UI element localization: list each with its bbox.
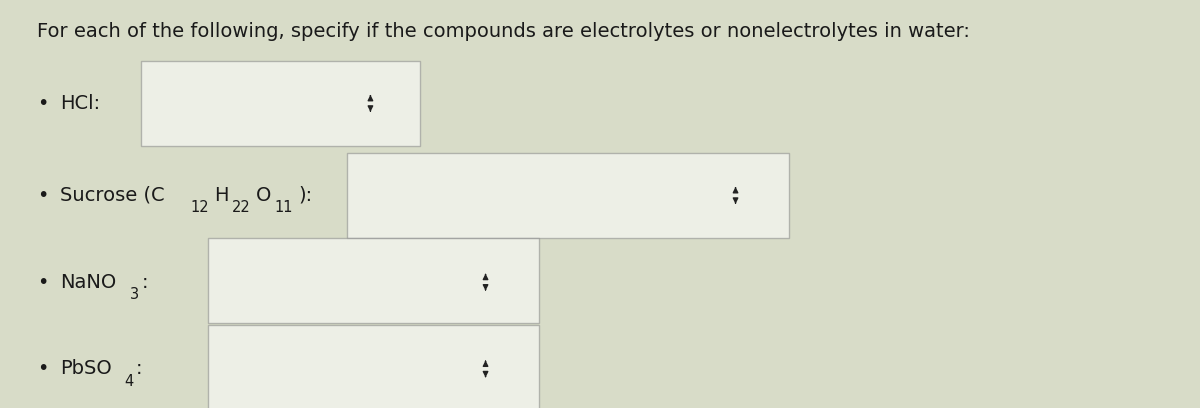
Text: Sucrose (C: Sucrose (C	[60, 186, 164, 205]
Text: HCl:: HCl:	[60, 94, 100, 113]
Bar	[142, 61, 420, 146]
Text: :: :	[137, 359, 143, 378]
Text: PbSO: PbSO	[60, 359, 112, 378]
Text: O: O	[256, 186, 271, 205]
Text: •: •	[37, 94, 48, 113]
Text: 12: 12	[191, 200, 210, 215]
Text: :: :	[142, 273, 149, 292]
Text: •: •	[37, 186, 48, 205]
Text: H: H	[214, 186, 228, 205]
Text: 4: 4	[125, 374, 134, 389]
Text: 22: 22	[233, 200, 251, 215]
Bar	[347, 153, 790, 238]
Text: •: •	[37, 273, 48, 292]
Text: NaNO: NaNO	[60, 273, 116, 292]
Text: For each of the following, specify if the compounds are electrolytes or nonelect: For each of the following, specify if th…	[37, 22, 970, 41]
Bar	[208, 325, 539, 408]
Text: 11: 11	[275, 200, 293, 215]
Text: •: •	[37, 359, 48, 378]
Text: ):: ):	[298, 186, 312, 205]
Bar	[208, 238, 539, 323]
Text: 3: 3	[131, 287, 139, 302]
